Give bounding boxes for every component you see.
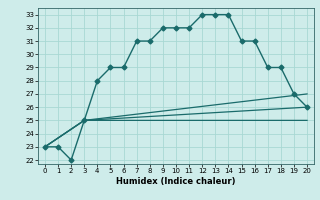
X-axis label: Humidex (Indice chaleur): Humidex (Indice chaleur)	[116, 177, 236, 186]
